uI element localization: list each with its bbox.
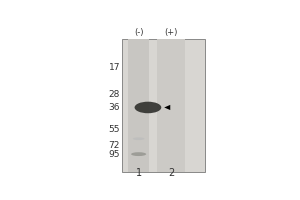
Text: (-): (-) xyxy=(134,28,143,37)
Text: 17: 17 xyxy=(109,63,120,72)
Polygon shape xyxy=(164,105,170,110)
Ellipse shape xyxy=(135,102,161,113)
Text: 1: 1 xyxy=(136,168,142,178)
Text: 95: 95 xyxy=(109,150,120,159)
Text: 55: 55 xyxy=(109,125,120,134)
Text: 72: 72 xyxy=(109,141,120,150)
Text: (+): (+) xyxy=(164,28,178,37)
Ellipse shape xyxy=(131,152,146,156)
Bar xyxy=(128,39,149,172)
Text: 36: 36 xyxy=(109,103,120,112)
Text: 2: 2 xyxy=(168,168,174,178)
Text: 28: 28 xyxy=(109,90,120,99)
Bar xyxy=(157,39,185,172)
Bar xyxy=(122,39,205,172)
Ellipse shape xyxy=(133,137,145,140)
